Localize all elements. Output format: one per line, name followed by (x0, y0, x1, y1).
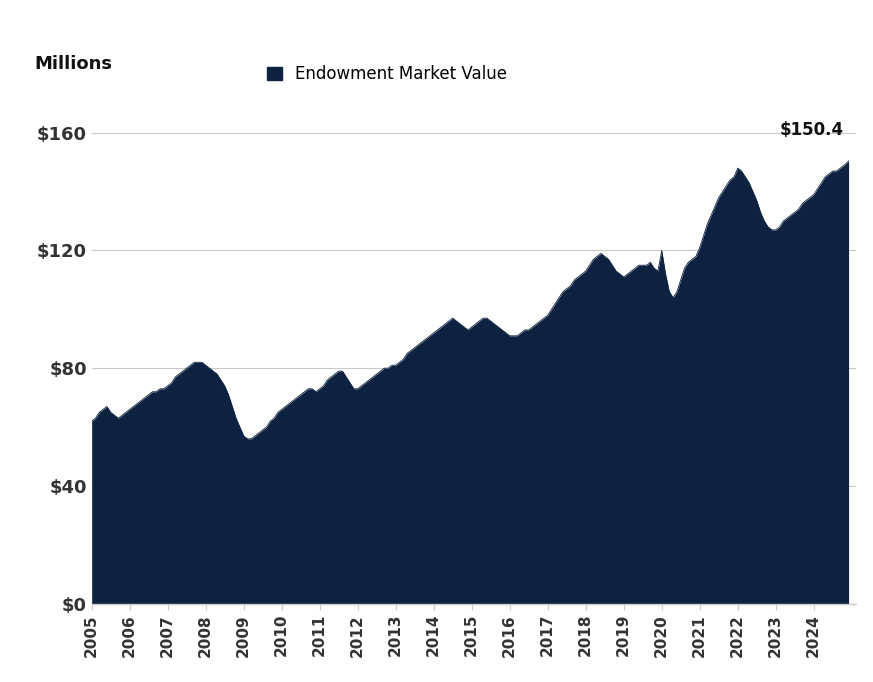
Legend: Endowment Market Value: Endowment Market Value (260, 59, 514, 90)
Text: Millions: Millions (34, 55, 113, 73)
Text: $150.4: $150.4 (780, 121, 844, 139)
Text: Endowment Value: Endowment Value (19, 26, 385, 59)
